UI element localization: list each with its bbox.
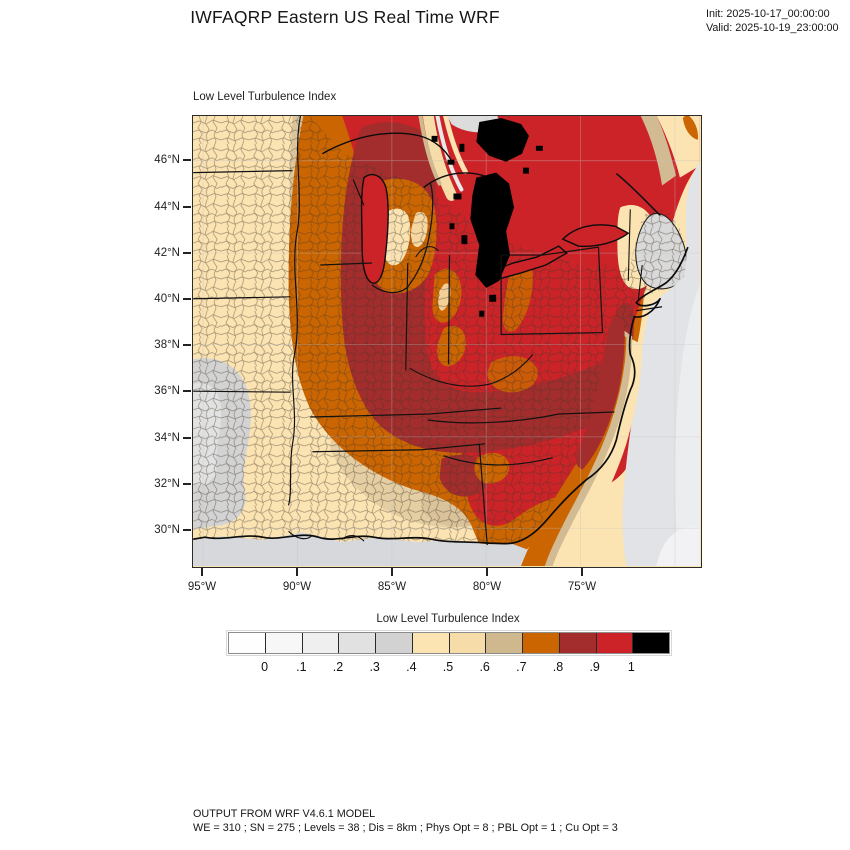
lake-ontario bbox=[561, 224, 630, 247]
map-county-lines bbox=[193, 116, 690, 546]
colorbar-cell bbox=[376, 633, 413, 653]
lon-tick-label: 90°W bbox=[282, 581, 312, 593]
lat-tick-label: 46°N bbox=[154, 154, 180, 166]
lon-tick-mark bbox=[581, 568, 583, 576]
colorbar-tick-label: .9 bbox=[589, 660, 600, 674]
lat-tick-mark bbox=[183, 298, 191, 300]
map-state-borders bbox=[193, 116, 661, 546]
long-island bbox=[636, 306, 663, 312]
colorbar-cell bbox=[596, 633, 634, 653]
init-time-label: Init: 2025-10-17_00:00:00 bbox=[706, 8, 830, 20]
colorbar-cell bbox=[449, 633, 487, 653]
map-gulf-water bbox=[193, 532, 553, 566]
colorbar-title: Low Level Turbulence Index bbox=[376, 613, 520, 625]
michigan-outline bbox=[371, 183, 434, 294]
green-bay bbox=[352, 179, 365, 206]
valid-time-label: Valid: 2025-10-19_23:00:00 bbox=[706, 21, 839, 34]
colorbar-tick-label: 1 bbox=[627, 660, 635, 674]
lat-tick-mark bbox=[183, 483, 191, 485]
colorbar-cell bbox=[412, 633, 450, 653]
pennsylvania-border bbox=[500, 246, 604, 336]
colorbar-tick-label: .7 bbox=[516, 660, 527, 674]
colorbar-cell bbox=[523, 633, 560, 653]
colorbar-tick-label: .3 bbox=[369, 660, 380, 674]
map-coastline bbox=[193, 246, 689, 545]
footer-line2: WE = 310 ; SN = 275 ; Levels = 38 ; Dis … bbox=[193, 822, 618, 834]
lat-tick-label: 36°N bbox=[154, 385, 180, 397]
lat-tick-mark bbox=[183, 206, 191, 208]
lat-tick-label: 38°N bbox=[154, 339, 180, 351]
colorbar-cell bbox=[265, 633, 303, 653]
colorbar-cell bbox=[339, 633, 376, 653]
lat-tick-label: 42°N bbox=[154, 247, 180, 259]
lon-tick-mark bbox=[486, 568, 488, 576]
lat-tick-label: 44°N bbox=[154, 201, 180, 213]
lat-tick-label: 40°N bbox=[154, 293, 180, 305]
model-config-footer: OUTPUT FROM WRF V4.6.1 MODEL WE = 310 ; … bbox=[193, 807, 618, 835]
colorbar-tick-label: .5 bbox=[442, 660, 454, 674]
lon-tick-mark bbox=[296, 568, 298, 576]
colorbar-cell bbox=[302, 633, 340, 653]
atlantic-gulf-coast bbox=[193, 246, 689, 545]
map-black-extreme-region bbox=[431, 117, 543, 317]
colorbar-tick-labels: 0 .1 .2 .3 .4 .5 .6 .7 .8 .9 1 bbox=[228, 660, 668, 676]
colorbar bbox=[226, 630, 672, 656]
mississippi-river-border bbox=[287, 116, 302, 506]
lon-tick-mark bbox=[201, 568, 203, 576]
footer-line1: OUTPUT FROM WRF V4.6.1 MODEL bbox=[193, 808, 376, 820]
lon-tick-label: 95°W bbox=[187, 581, 217, 593]
lat-tick-mark bbox=[183, 390, 191, 392]
lat-tick-mark bbox=[183, 437, 191, 439]
lat-tick-label: 32°N bbox=[154, 478, 180, 490]
st-lawrence-river bbox=[615, 172, 661, 216]
turbulence-map bbox=[192, 115, 702, 568]
lake-michigan bbox=[360, 174, 389, 284]
map-canvas bbox=[193, 116, 700, 566]
lat-tick-mark bbox=[183, 344, 191, 346]
colorbar-cell bbox=[486, 633, 523, 653]
colorbar-cell bbox=[229, 633, 266, 653]
model-run-info: Init: 2025-10-17_00:00:00 Valid: 2025-10… bbox=[706, 8, 838, 35]
colorbar-cell bbox=[633, 633, 669, 653]
page-title: IWFAQRP Eastern US Real Time WRF bbox=[190, 7, 500, 27]
lon-tick-mark bbox=[391, 568, 393, 576]
colorbar-tick-label: .2 bbox=[332, 660, 344, 674]
map-title: Low Level Turbulence Index bbox=[193, 91, 337, 103]
lat-tick-mark bbox=[183, 252, 191, 254]
lon-tick-label: 85°W bbox=[377, 581, 407, 593]
colorbar-tick-label: .4 bbox=[406, 660, 417, 674]
lat-tick-mark bbox=[183, 529, 191, 531]
lat-tick-mark bbox=[183, 159, 191, 161]
colorbar-tick-label: .8 bbox=[552, 660, 564, 674]
colorbar-tick-label: .1 bbox=[296, 660, 307, 674]
colorbar-tick-label: 0 bbox=[261, 660, 269, 674]
louisiana-bayou bbox=[288, 530, 365, 542]
lon-tick-label: 75°W bbox=[567, 581, 597, 593]
lat-tick-label: 34°N bbox=[154, 432, 180, 444]
lon-tick-label: 80°W bbox=[472, 581, 502, 593]
colorbar-cell bbox=[559, 633, 597, 653]
colorbar-tick-label: .6 bbox=[479, 660, 490, 674]
map-northeast-bands bbox=[640, 116, 700, 186]
lat-tick-label: 30°N bbox=[154, 524, 180, 536]
map-atlantic-water bbox=[622, 161, 700, 566]
lake-superior-shore bbox=[321, 132, 453, 162]
